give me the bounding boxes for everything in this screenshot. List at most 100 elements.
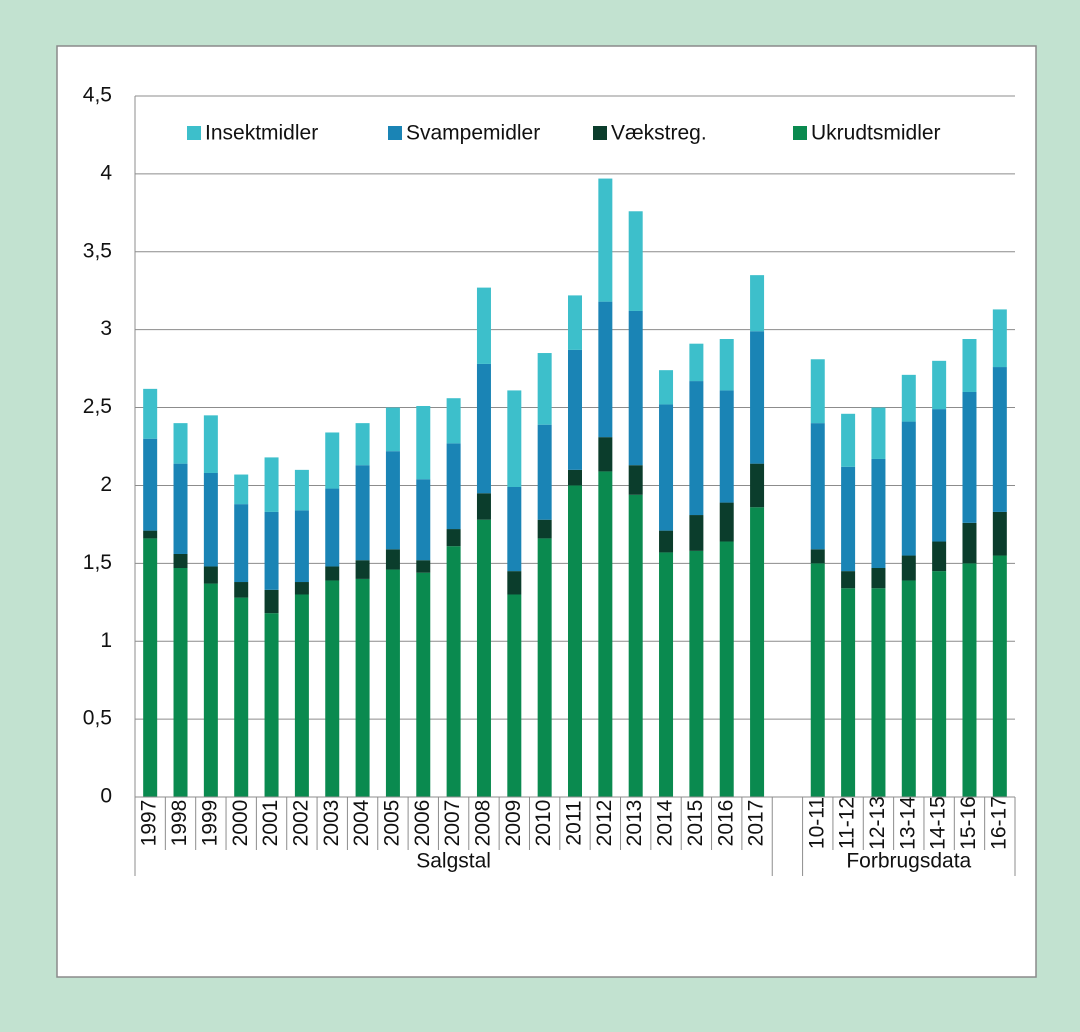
bar-segment [446, 443, 461, 530]
x-tick-label: 2010 [532, 800, 555, 847]
bar-segment [750, 331, 765, 464]
bar-segment [537, 538, 552, 797]
x-tick-label: 2004 [350, 799, 373, 846]
bar-segment [871, 588, 886, 797]
bar-segment [992, 511, 1007, 556]
bar-segment [598, 437, 613, 472]
x-tick-label: 16-17 [987, 796, 1010, 850]
bar-segment [476, 363, 491, 494]
bar-segment [689, 381, 704, 516]
x-tick-label: 2012 [593, 800, 616, 847]
bar-segment [932, 409, 947, 542]
bar-segment [355, 423, 370, 466]
bar-segment [203, 415, 218, 473]
bar-segment [962, 339, 977, 392]
bar-segment [537, 424, 552, 520]
bar-segment [234, 504, 249, 583]
bar-segment [355, 560, 370, 579]
bar-segment [628, 310, 643, 466]
x-tick-label: 2007 [441, 800, 464, 847]
x-tick-label: 2005 [380, 800, 403, 847]
x-tick-label: 2011 [563, 800, 586, 845]
bar-segment [173, 568, 188, 797]
bar-segment [719, 390, 734, 503]
bar-segment [416, 560, 431, 573]
bar-segment [264, 589, 279, 614]
bar-segment [446, 529, 461, 547]
x-tick-label: 2002 [289, 800, 312, 847]
bar-segment [810, 563, 825, 797]
x-tick-label: 15-16 [957, 796, 980, 850]
bar-segment [203, 583, 218, 797]
bar-segment [325, 580, 340, 797]
bar-segment [932, 541, 947, 572]
bar-segment [264, 613, 279, 797]
x-tick-label: 13-14 [896, 796, 919, 850]
bar-segment [507, 594, 522, 797]
bar-segment [294, 469, 309, 511]
bar-segment [355, 578, 370, 797]
bar-segment [992, 367, 1007, 512]
bar-segment [537, 353, 552, 425]
bar-segment [659, 552, 674, 797]
x-tick-label: 2015 [684, 800, 707, 847]
bar-segment [143, 530, 158, 539]
bar-segment [446, 546, 461, 797]
y-tick-label: 3,5 [83, 239, 112, 262]
x-tick-label: 11-12 [836, 797, 859, 849]
bar-segment [841, 466, 856, 572]
x-tick-label: 2009 [502, 800, 525, 847]
legend-swatch [593, 126, 607, 140]
legend-label: Vækstreg. [611, 122, 707, 145]
bar-segment [719, 339, 734, 391]
bar-segment [750, 507, 765, 797]
bar-segment [568, 469, 582, 486]
bar-segment [810, 549, 825, 564]
y-tick-label: 0 [100, 785, 112, 808]
bar-segment [173, 553, 188, 569]
bar-segment [325, 432, 340, 489]
bar-segment [385, 569, 400, 797]
bar-segment [507, 487, 522, 572]
bar-segment [992, 309, 1007, 368]
bar-segment [962, 391, 977, 523]
bar-segment [416, 479, 431, 561]
y-tick-label: 1 [100, 629, 112, 652]
bar-segment [871, 568, 886, 589]
group-label: Forbrugsdata [846, 850, 971, 873]
bar-segment [234, 582, 249, 598]
bar-segment [689, 515, 704, 551]
bar-segment [264, 457, 279, 512]
x-tick-label: 2008 [472, 800, 495, 847]
legend-swatch [793, 126, 807, 140]
bar-segment [234, 474, 249, 505]
bar-segment [476, 493, 491, 520]
bar-segment [325, 488, 340, 567]
x-tick-label: 2001 [259, 800, 282, 847]
bar-segment [992, 555, 1007, 797]
x-tick-label: 1997 [138, 800, 161, 847]
group-label: Salgstal [416, 850, 491, 873]
y-tick-label: 4,5 [83, 84, 112, 107]
bar-segment [719, 502, 734, 542]
y-tick-label: 3 [100, 317, 112, 340]
bar-segment [264, 511, 279, 590]
bar-segment [355, 465, 370, 561]
bar-segment [568, 485, 582, 797]
x-tick-label: 10-11 [805, 797, 828, 849]
bar-segment [598, 301, 613, 438]
x-tick-label: 2013 [623, 800, 646, 847]
bar-segment [901, 421, 916, 556]
bar-segment [841, 571, 856, 589]
bar-segment [689, 550, 704, 797]
bar-segment [294, 510, 309, 583]
bar-segment [598, 471, 613, 797]
bar-segment [173, 423, 188, 464]
bar-segment [810, 359, 825, 424]
bar-segment [173, 463, 188, 554]
bar-segment [598, 178, 613, 302]
x-tick-label: 1999 [198, 800, 221, 847]
bar-segment [143, 538, 158, 797]
